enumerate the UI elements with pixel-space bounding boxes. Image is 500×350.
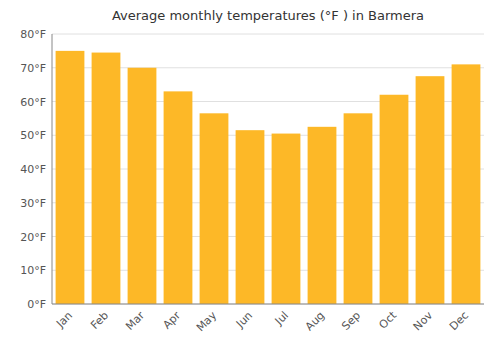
y-tick-label: 10°F: [20, 264, 46, 277]
bar: [344, 113, 373, 304]
bar: [416, 76, 445, 304]
x-tick-label: Mar: [123, 309, 147, 333]
y-axis-line: [52, 34, 53, 304]
x-tick-label: Aug: [303, 309, 327, 333]
grid: [52, 34, 484, 304]
y-tick-label: 20°F: [20, 231, 46, 244]
chart: Average monthly temperatures (°F ) in Ba…: [0, 0, 500, 350]
y-tick-label: 80°F: [20, 28, 46, 41]
x-tick-label: Apr: [160, 309, 183, 332]
x-tick-label: Feb: [88, 309, 111, 332]
y-tick-label: 40°F: [20, 163, 46, 176]
x-tick-label: May: [194, 309, 220, 335]
y-tick-label: 60°F: [20, 96, 46, 109]
title: Average monthly temperatures (°F ) in Ba…: [112, 8, 424, 23]
x-axis-line: [52, 304, 484, 305]
bar: [92, 53, 121, 304]
bar: [236, 130, 265, 304]
y-tick-label: 0°F: [27, 298, 46, 311]
bar: [452, 64, 481, 304]
bar: [380, 95, 409, 304]
x-tick-label: Jan: [53, 309, 75, 331]
bars: [56, 51, 481, 304]
chart-container: Average monthly temperatures (°F ) in Ba…: [0, 0, 500, 350]
x-tick-label: Jun: [233, 309, 255, 331]
grid-line: [52, 304, 484, 305]
bar: [164, 91, 193, 304]
x-tick-label: Dec: [447, 309, 471, 333]
x-tick-label: Sep: [339, 309, 363, 333]
y-tick-label: 70°F: [20, 62, 46, 75]
bar: [200, 113, 229, 304]
grid-line: [52, 34, 484, 35]
bar: [308, 127, 337, 304]
bar: [56, 51, 85, 304]
y-tick-label: 50°F: [20, 129, 46, 142]
bar: [128, 68, 157, 304]
x-tick-label: Oct: [376, 308, 399, 331]
x-tick-label: Jul: [272, 309, 291, 328]
x-tick-label: Nov: [411, 309, 436, 334]
bar: [272, 134, 301, 304]
y-tick-label: 30°F: [20, 197, 46, 210]
